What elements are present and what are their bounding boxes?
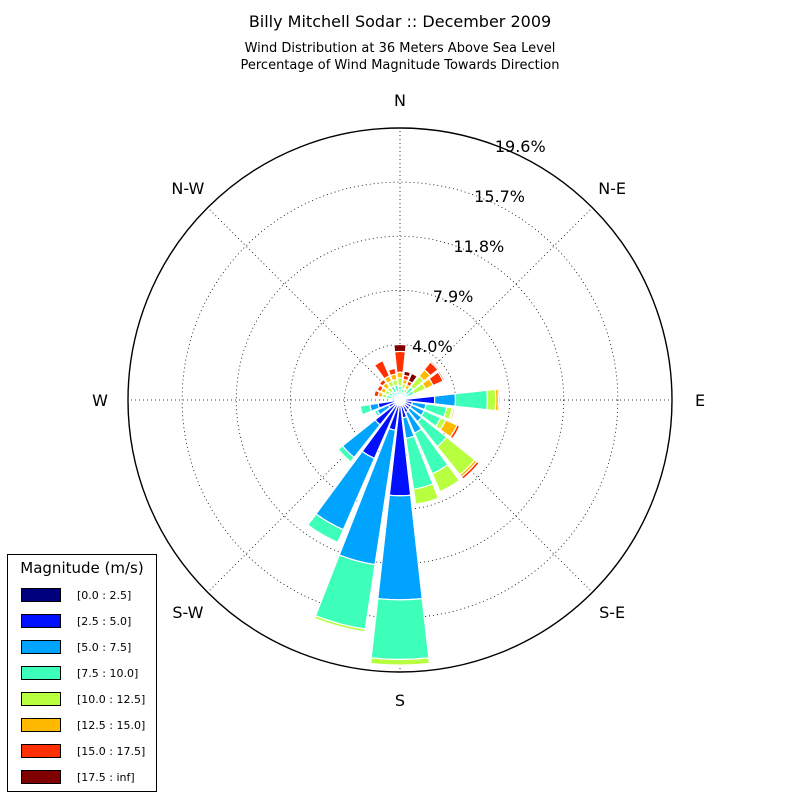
bar-dir45-bin7 — [429, 360, 440, 371]
grid-spoke-315 — [207, 207, 401, 401]
bar-dir330-bin6 — [373, 359, 391, 380]
legend-swatch — [21, 588, 61, 602]
bar-dir180-bin3 — [370, 597, 430, 661]
legend-title: Magnitude (m/s) — [20, 559, 144, 577]
bar-dir105-bin6 — [449, 407, 456, 422]
bar-dir0-bin5 — [396, 371, 404, 379]
direction-label: S-W — [172, 603, 203, 622]
legend-label: [0.0 : 2.5] — [77, 589, 132, 602]
direction-label: S — [395, 691, 405, 710]
chart-title: Billy Mitchell Sodar :: December 2009 — [248, 12, 552, 31]
direction-label: N-E — [598, 179, 626, 198]
radial-tick-label: 19.6% — [495, 137, 546, 156]
bar-dir60-bin7 — [437, 370, 446, 382]
legend: Magnitude (m/s) [0.0 : 2.5] [2.5 : 5.0] [5… — [7, 554, 157, 792]
bar-dir135-bin6 — [460, 460, 480, 480]
bar-dir210-bin3 — [306, 513, 345, 544]
legend-label: [15.0 : 17.5] — [77, 745, 146, 758]
bar-dir345-bin6 — [387, 367, 397, 377]
bar-dir90-bin7 — [498, 388, 502, 412]
legend-label: [12.5 : 15.0] — [77, 719, 146, 732]
bar-dir15-bin7 — [403, 370, 412, 378]
legend-label: [17.5 : inf] — [77, 771, 135, 784]
radial-tick-label: 4.0% — [412, 337, 453, 356]
grid-spoke-135 — [399, 399, 593, 593]
bar-dir90-bin2 — [433, 393, 457, 407]
bar-dir285-bin6 — [373, 389, 381, 398]
radial-tick-label: 15.7% — [474, 187, 525, 206]
radial-tick-label: 7.9% — [433, 287, 474, 306]
legend-swatch — [21, 666, 61, 680]
bar-dir90-bin3 — [454, 389, 489, 411]
bar-dir195-bin3 — [314, 554, 376, 630]
bar-dir180-bin4 — [369, 657, 431, 666]
legend-swatch — [21, 718, 61, 732]
outer-circle — [127, 127, 673, 673]
legend-label: [10.0 : 12.5] — [77, 693, 146, 706]
grid-spoke-45 — [399, 207, 593, 401]
chart-subtitle-line1: Wind Distribution at 36 Meters Above Sea… — [244, 41, 556, 56]
direction-label: E — [695, 391, 705, 410]
legend-label: [7.5 : 10.0] — [77, 667, 139, 680]
bar-dir195-bin4 — [313, 615, 366, 633]
bar-dir315-bin6 — [378, 378, 387, 387]
radial-tick-label: 11.8% — [453, 237, 504, 256]
direction-label: N — [394, 91, 406, 110]
legend-swatch — [21, 770, 61, 784]
legend-swatch — [21, 640, 61, 654]
bar-dir180-bin2 — [377, 494, 423, 601]
bar-dir30-bin7 — [407, 372, 419, 385]
direction-label: W — [92, 391, 108, 410]
chart-subtitle-line2: Percentage of Wind Magnitude Towards Dir… — [240, 58, 560, 73]
legend-swatch — [21, 744, 61, 758]
bar-dir120-bin6 — [449, 424, 461, 440]
legend-label: [5.0 : 7.5] — [77, 641, 132, 654]
bar-dir225-bin4 — [336, 448, 352, 464]
legend-label: [2.5 : 5.0] — [77, 615, 132, 628]
bar-dir165-bin4 — [412, 483, 440, 505]
grid-circle-3 — [181, 181, 619, 619]
legend-swatch — [21, 692, 61, 706]
direction-label: N-W — [171, 179, 204, 198]
grid-spoke-225 — [207, 399, 401, 593]
legend-swatch — [21, 614, 61, 628]
direction-label: S-E — [599, 603, 625, 622]
bar-dir255-bin3 — [359, 403, 373, 416]
grid-circle-2 — [235, 235, 565, 565]
bar-dir150-bin4 — [431, 463, 461, 493]
bar-dir240-bin3 — [373, 409, 381, 418]
bar-dir0-bin7 — [393, 343, 407, 353]
bar-dir300-bin6 — [376, 384, 385, 393]
bar-dir90-bin4 — [486, 388, 497, 412]
bar-dir0-bin6 — [393, 350, 407, 374]
